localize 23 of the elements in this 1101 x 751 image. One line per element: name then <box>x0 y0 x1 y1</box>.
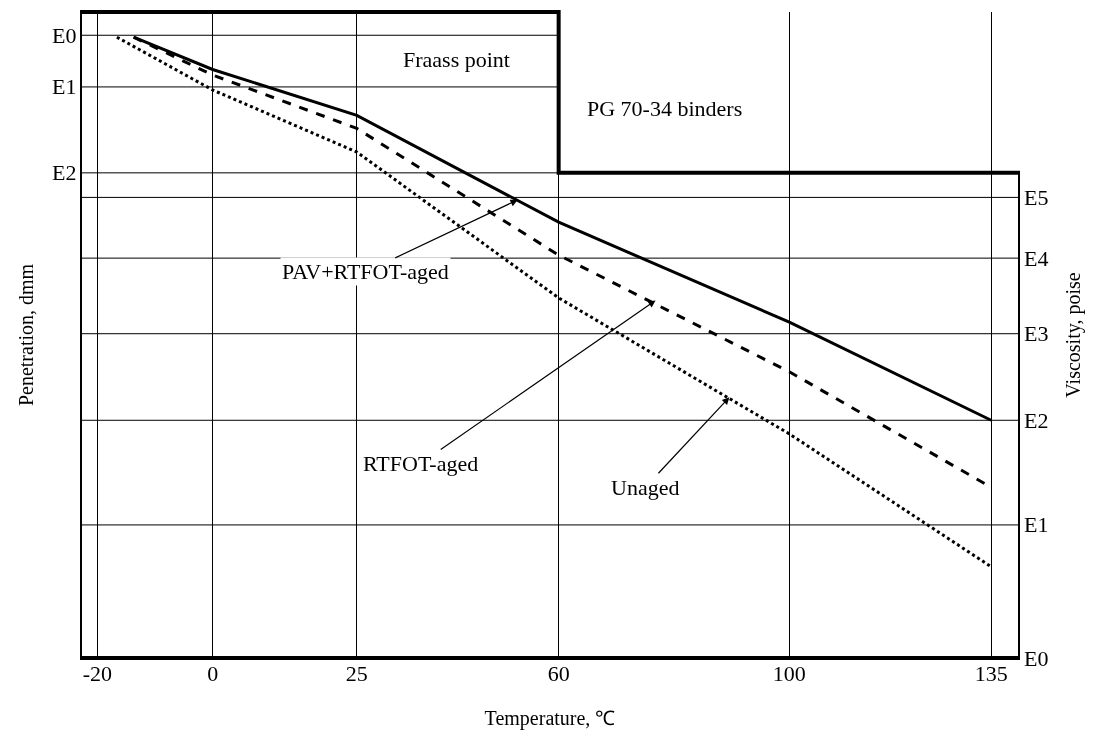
x-tick-label: 135 <box>974 661 1008 686</box>
annotation: PAV+RTFOT-aged <box>282 259 449 284</box>
annotation: Fraass point <box>403 47 510 72</box>
x-axis-title: Temperature, ℃ <box>484 706 616 730</box>
text: E4 <box>1024 246 1049 271</box>
text: E2 <box>1024 408 1049 433</box>
text: E0 <box>52 23 77 48</box>
annotation: RTFOT-aged <box>363 451 479 476</box>
text: E1 <box>52 74 77 99</box>
text: E0 <box>1024 646 1049 671</box>
text: E2 <box>52 160 77 185</box>
x-tick-label: 25 <box>345 661 368 686</box>
x-tick-label: -20 <box>82 661 112 686</box>
x-tick-label: 0 <box>207 661 219 686</box>
text: E3 <box>1024 321 1049 346</box>
text: E5 <box>1024 185 1049 210</box>
x-tick-label: 60 <box>547 661 570 686</box>
x-tick-label: 100 <box>772 661 806 686</box>
y2-axis-title: Viscosity, poise <box>1061 272 1085 398</box>
y-axis-title: Penetration, dmm <box>14 263 37 407</box>
text: E1 <box>1024 512 1049 537</box>
annotation: Unaged <box>611 475 680 500</box>
annotation: PG 70-34 binders <box>587 96 743 121</box>
